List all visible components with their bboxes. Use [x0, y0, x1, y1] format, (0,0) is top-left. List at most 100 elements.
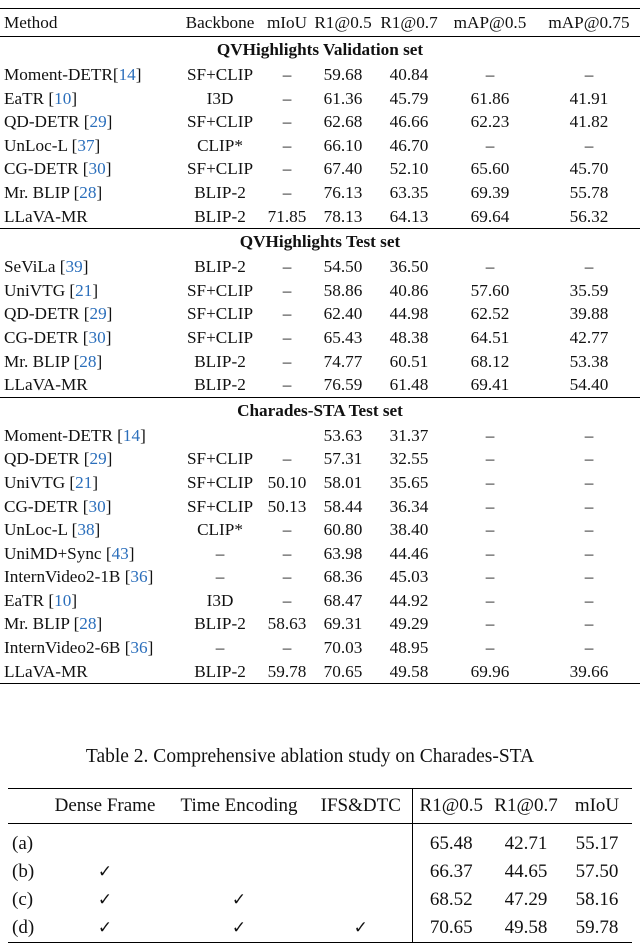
- map-05-cell: –: [485, 135, 495, 155]
- r1-05-cell: 74.77: [323, 351, 363, 371]
- r1-05-cell: 65.48: [429, 833, 473, 854]
- backbone-cell: CLIP*: [197, 520, 243, 540]
- ablation-row: (a) 65.48 42.71 55.17: [8, 823, 632, 859]
- r1-05-cell: 67.40: [323, 159, 363, 179]
- ifs-dtc-check: [310, 823, 413, 858]
- header-row-label: [8, 788, 42, 824]
- citation-ref: 28: [79, 351, 97, 371]
- section-header-row: QVHighlights Test set: [0, 228, 640, 256]
- citation-ref: 30: [88, 159, 106, 179]
- table-row: LLaVA-MR BLIP-2 – 76.59 61.48 69.41 54.40: [0, 373, 640, 397]
- table-row: QD-DETR [29] SF+CLIP – 57.31 32.55 – –: [0, 447, 640, 471]
- map-05-cell: 65.60: [470, 159, 510, 179]
- citation-ref: 28: [79, 182, 97, 202]
- table-row: QD-DETR [29] SF+CLIP – 62.40 44.98 62.52 39.88: [0, 302, 640, 326]
- r1-07-cell: 46.66: [389, 112, 429, 132]
- table-row: CG-DETR [30] SF+CLIP – 65.43 48.38 64.51 42.77: [0, 326, 640, 350]
- citation-ref: 36: [130, 567, 148, 587]
- r1-07-cell: 40.86: [389, 280, 429, 300]
- citation-ref: 29: [89, 449, 107, 469]
- map-075-cell: 54.40: [569, 375, 609, 395]
- header-r1-05: R1@0.5: [310, 8, 376, 37]
- map-075-cell: –: [584, 590, 594, 610]
- citation-ref: 21: [75, 472, 93, 492]
- table-row: QD-DETR [29] SF+CLIP – 62.68 46.66 62.23 41.82: [0, 110, 640, 134]
- method-cell: QD-DETR [29]: [4, 112, 113, 132]
- method-name: CG-DETR: [4, 159, 79, 179]
- method-name: LLaVA-MR: [4, 375, 88, 395]
- map-075-cell: 53.38: [569, 351, 609, 371]
- header-ifs-dtc: IFS&DTC: [310, 788, 413, 824]
- r1-05-cell: 70.65: [310, 659, 376, 685]
- table-row: EaTR [10] I3D – 61.36 45.79 61.86 41.91: [0, 87, 640, 111]
- header-r1-07: R1@0.7: [376, 8, 442, 37]
- backbone-cell: SF+CLIP: [186, 472, 254, 492]
- table2-header-row: Dense Frame Time Encoding IFS&DTC R1@0.5…: [8, 788, 632, 824]
- map-075-cell: –: [584, 567, 594, 587]
- map-075-cell: 35.59: [569, 280, 609, 300]
- r1-07-cell: 49.29: [389, 614, 429, 634]
- method-cell: UniMD+Sync [43]: [4, 543, 135, 563]
- dense-frame-check: ✓: [97, 862, 113, 882]
- backbone-cell: [176, 424, 264, 448]
- map-075-cell: –: [584, 65, 594, 84]
- method-name: EaTR: [4, 88, 45, 108]
- header-time-encoding: Time Encoding: [168, 788, 310, 824]
- miou-cell: –: [282, 88, 292, 108]
- method-name: UnLoc-L: [4, 520, 68, 540]
- miou-cell: 58.63: [267, 614, 307, 634]
- r1-07-cell: 44.46: [389, 543, 429, 563]
- r1-07-cell: 44.92: [389, 590, 429, 610]
- header-map-075: mAP@0.75: [538, 8, 640, 37]
- method-cell: LLaVA-MR: [0, 373, 176, 397]
- citation-ref: 30: [88, 496, 106, 516]
- table-row: UnLoc-L [38] CLIP* – 60.80 38.40 – –: [0, 518, 640, 542]
- method-name: Moment-DETR: [4, 425, 113, 445]
- r1-07-cell: 47.29: [504, 889, 548, 910]
- ifs-dtc-check: [310, 858, 413, 886]
- map-05-cell: 69.41: [470, 375, 510, 395]
- r1-07-cell: 38.40: [389, 520, 429, 540]
- map-075-cell: 39.66: [538, 659, 640, 685]
- miou-cell: 58.16: [575, 889, 619, 910]
- ablation-table-body: (a) 65.48 42.71 55.17 (b) ✓ 66.37 44.65 57.50 (c)…: [8, 823, 632, 943]
- method-name: QD-DETR: [4, 449, 80, 469]
- method-cell: QD-DETR [29]: [4, 449, 113, 469]
- r1-07-cell: 48.38: [389, 327, 429, 347]
- backbone-cell: SF+CLIP: [186, 280, 254, 300]
- method-cell: QD-DETR [29]: [4, 304, 113, 324]
- backbone-cell: BLIP-2: [176, 659, 264, 685]
- row-label: (a): [12, 833, 34, 854]
- map-05-cell: –: [485, 425, 495, 445]
- r1-05-cell: 66.37: [429, 861, 473, 882]
- r1-05-cell: 58.44: [323, 496, 363, 516]
- map-075-cell: –: [584, 425, 594, 445]
- r1-05-cell: 69.31: [323, 614, 363, 634]
- time-encoding-check: [168, 824, 310, 859]
- miou-cell: –: [282, 567, 292, 587]
- map-05-cell: –: [485, 614, 495, 634]
- r1-07-cell: 63.35: [389, 182, 429, 202]
- method-cell: Moment-DETR [14]: [4, 425, 146, 445]
- citation-ref: 14: [118, 65, 136, 84]
- r1-05-cell: 62.40: [323, 304, 363, 324]
- miou-cell: –: [282, 351, 292, 371]
- method-cell: EaTR [10]: [4, 590, 78, 610]
- r1-05-cell: 61.36: [323, 88, 363, 108]
- map-05-cell: 69.96: [442, 659, 538, 685]
- method-name: QD-DETR: [4, 112, 80, 132]
- r1-05-cell: 63.98: [323, 543, 363, 563]
- map-075-cell: –: [584, 135, 594, 155]
- method-cell: CG-DETR [30]: [4, 496, 112, 516]
- table-row: EaTR [10] I3D – 68.47 44.92 – –: [0, 589, 640, 613]
- miou-cell: –: [282, 543, 292, 563]
- r1-05-cell: 53.63: [323, 425, 363, 445]
- map-075-cell: 45.70: [569, 159, 609, 179]
- method-name: InternVideo2-6B: [4, 638, 121, 658]
- method-cell: LLaVA-MR: [0, 205, 176, 229]
- table1-header-row: Method Backbone mIoU R1@0.5 R1@0.7 mAP@0…: [0, 8, 640, 37]
- citation-ref: 38: [77, 520, 95, 540]
- r1-07-cell: 60.51: [389, 351, 429, 371]
- map-05-cell: –: [485, 496, 495, 516]
- citation-ref: 30: [88, 327, 106, 347]
